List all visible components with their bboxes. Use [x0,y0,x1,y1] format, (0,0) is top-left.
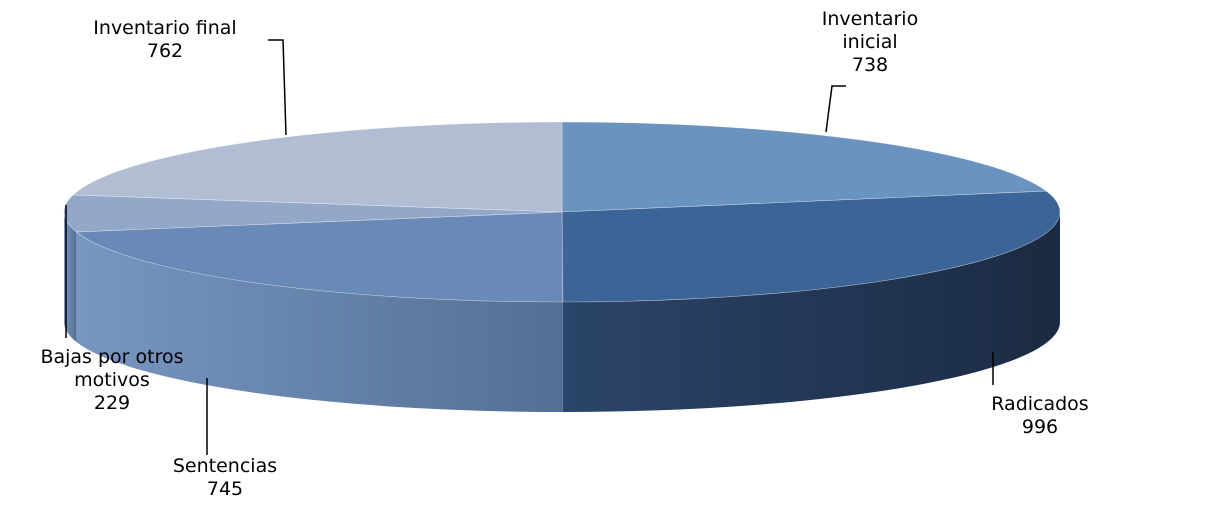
slice-label-sentencias: Sentencias 745 [140,455,310,501]
slice-label-name: Bajas por otros motivos [40,346,184,391]
slice-label-value: 745 [206,478,244,500]
slice-label-value: 762 [146,40,184,62]
pie-slice-inventario-inicial [561,121,1048,213]
pie-side-sentencias [76,231,563,412]
slice-label-radicados: Radicados 996 [955,393,1125,439]
pie-slice-bajas-por-otros-motivos [63,194,563,233]
slice-label-bajas-por-otros-motivos: Bajas por otros motivos 229 [8,346,216,415]
slice-label-value: 996 [1021,416,1059,438]
pie-slice-radicados [561,190,1061,303]
slice-label-name: Inventario final [93,17,237,39]
slice-label-inventario-final: Inventario final 762 [50,17,280,63]
slice-label-inventario-inicial: Inventario inicial 738 [795,8,945,77]
slice-label-value: 738 [851,54,889,76]
leader-inventario-inicial [825,85,846,133]
pie-slice-inventario-final [72,121,563,213]
pie-slice-sentencias [75,211,564,303]
pie-side-radicados [562,212,1060,412]
slice-label-name: Radicados [991,393,1089,415]
pie-top-faces [63,121,1061,303]
slice-label-name: Sentencias [172,455,278,477]
pie-side-walls [64,212,1060,412]
slice-label-name: Inventario inicial [821,8,919,53]
leader-lines [65,39,994,455]
slice-label-value: 229 [93,392,131,414]
leader-inventario-final [268,39,287,136]
pie-side-bajas-por-otros-motivos [64,212,77,342]
